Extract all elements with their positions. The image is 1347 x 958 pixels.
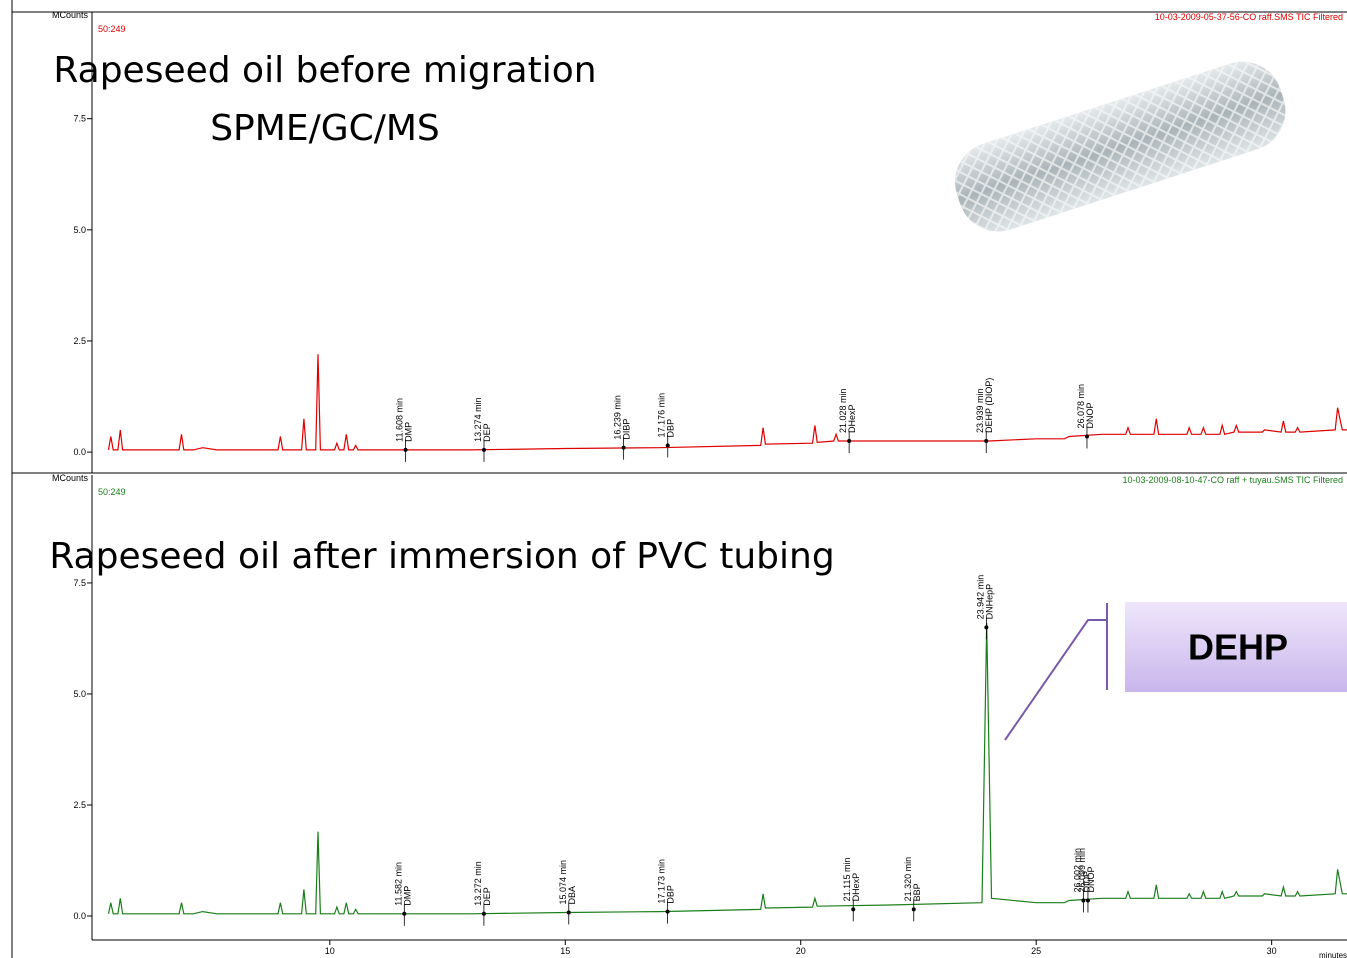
x-tick-label: 20 — [796, 946, 806, 956]
peak-compound: DEP — [482, 887, 492, 906]
peak-marker — [1085, 435, 1089, 439]
y-tick-label: 5.0 — [73, 225, 86, 235]
peak-marker — [482, 912, 486, 916]
peak-marker — [567, 910, 571, 914]
peak-marker — [622, 446, 626, 450]
y-tick-label: 7.5 — [73, 114, 86, 124]
chromatogram-figure: DEHP MCounts 50:249 10-03-2009-05-37-56-CO… — [0, 0, 1347, 958]
x-tick-label: 10 — [325, 946, 335, 956]
x-tick-label: 25 — [1031, 946, 1041, 956]
overlay-subtitle: SPME/GC/MS — [210, 108, 440, 149]
y-axis-label: MCounts — [52, 473, 89, 483]
peak-compound: DNHepP — [984, 584, 994, 620]
file-name: 10-03-2009-08-10-47-CO raff + tuyau.SMS … — [1122, 475, 1343, 485]
peak-compound: DMP — [404, 422, 414, 442]
overlay-title: Rapeseed oil before migration — [53, 50, 596, 91]
peak-marker — [482, 448, 486, 452]
peak-marker — [847, 439, 851, 443]
mass-range: 50:249 — [98, 24, 126, 34]
y-tick-label: 5.0 — [73, 689, 86, 699]
peak-marker — [1081, 898, 1085, 902]
callout-text: DEHP — [1188, 627, 1288, 668]
peak-compound: BBP — [912, 883, 922, 901]
overlay-title: Rapeseed oil after immersion of PVC tubi… — [49, 536, 834, 577]
y-tick-label: 0.0 — [73, 447, 86, 457]
peak-compound: DIBP — [622, 419, 632, 440]
peak-compound: DEP — [482, 423, 492, 442]
pvc-tube-image — [945, 51, 1296, 242]
peak-marker — [666, 910, 670, 914]
peak-marker — [851, 907, 855, 911]
peak-marker — [984, 439, 988, 443]
peak-compound: DMP — [402, 886, 412, 906]
x-tick-label: 15 — [560, 946, 570, 956]
y-tick-label: 0.0 — [73, 911, 86, 921]
peak-marker — [402, 912, 406, 916]
peak-compound: DNOP — [1086, 866, 1096, 892]
y-tick-label: 2.5 — [73, 336, 86, 346]
peak-compound: DNOP — [1085, 403, 1095, 429]
y-axis-label: MCounts — [52, 10, 89, 20]
peak-compound: DHexP — [847, 404, 857, 433]
peak-compound: DHexP — [851, 873, 861, 902]
file-name: 10-03-2009-05-37-56-CO raff.SMS TIC Filt… — [1155, 12, 1343, 22]
peak-compound: DEHP (DIOP) — [984, 378, 994, 433]
x-axis-label: minutes — [1319, 951, 1347, 958]
peak-marker — [666, 443, 670, 447]
peak-marker — [1086, 898, 1090, 902]
dehp-callout: DEHP — [1005, 602, 1347, 740]
peak-compound: DBP — [666, 885, 676, 904]
peak-compound: DBA — [567, 886, 577, 905]
mass-range: 50:249 — [98, 487, 126, 497]
peak-compound: DBP — [666, 419, 676, 438]
trace — [109, 354, 1347, 450]
y-tick-label: 7.5 — [73, 578, 86, 588]
y-tick-label: 2.5 — [73, 800, 86, 810]
peak-marker — [984, 625, 988, 629]
x-tick-label: 30 — [1267, 946, 1277, 956]
peak-marker — [404, 448, 408, 452]
peak-marker — [912, 907, 916, 911]
